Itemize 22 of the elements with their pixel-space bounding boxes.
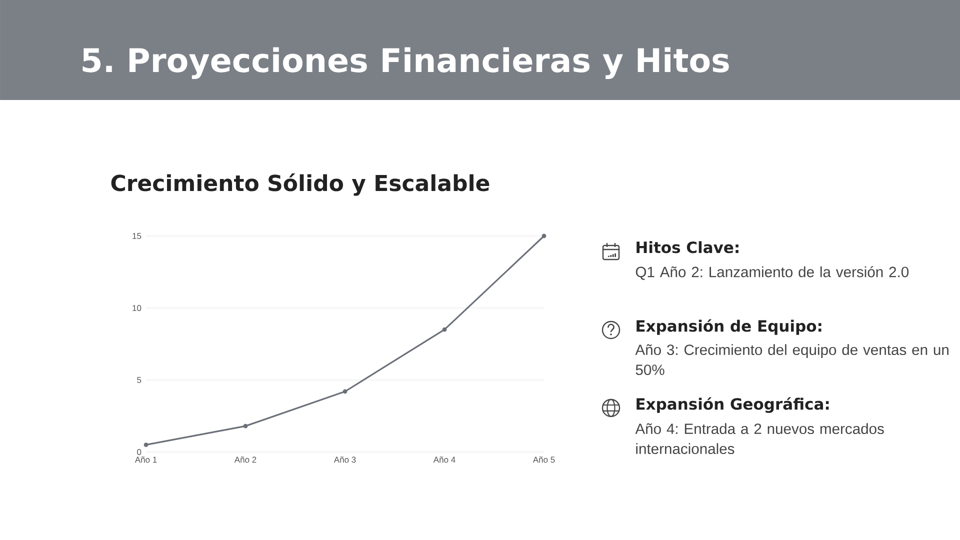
y-tick-label: 0 — [137, 448, 142, 455]
x-tick-label: Año 2 — [234, 456, 256, 463]
x-tick-label: Año 4 — [433, 456, 456, 463]
point — [243, 424, 248, 428]
y-tick-label: 10 — [132, 304, 142, 311]
point — [144, 442, 148, 447]
chart-subtitle: Crecimiento Sólido y Escalable — [111, 173, 490, 196]
text: Año 4: Entrada a 2 nuevos mercados internacionales — [635, 423, 884, 454]
point — [542, 234, 546, 238]
text: Año 3: Crecimiento del equipo de ventas en un 50% — [635, 344, 948, 376]
x-tick-label: Año 3 — [334, 456, 356, 463]
text: Hitos Clave: — [636, 241, 738, 254]
point — [442, 327, 447, 332]
y-tick-label: 5 — [137, 377, 142, 383]
text: Expansión de Equipo: — [636, 319, 822, 335]
x-tick-label: Año 5 — [532, 456, 555, 463]
text: Q1 Año 2: Lanzamiento de la versión 2.0 — [636, 266, 909, 280]
chart-title: 5. Proyecciones Financieras y Hitos — [82, 47, 729, 79]
y-tick-label: 15 — [132, 233, 142, 239]
x-tick-label: Año 1 — [134, 456, 157, 463]
point — [342, 389, 348, 394]
text: Expansión Geográfica: — [636, 397, 829, 413]
